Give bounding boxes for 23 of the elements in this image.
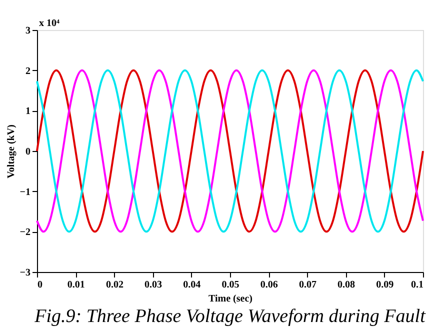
- line-series: [36, 69, 424, 233]
- x-tick-label: 0: [38, 280, 42, 290]
- x-tick-label: 0.09: [376, 280, 394, 290]
- x-tick-label: 0.01: [67, 280, 85, 290]
- y-tick-label: 1: [26, 106, 30, 118]
- y-axis-title: Voltage (kV): [6, 124, 17, 178]
- y-tick-label: −1: [20, 186, 30, 198]
- x-tick-label: 0.05: [222, 280, 240, 290]
- x-tick-label: 0.1: [411, 280, 424, 290]
- x-tick-label: 0.08: [338, 280, 356, 290]
- y-tick-label: 2: [26, 66, 30, 77]
- y-tick-label: 0: [26, 146, 30, 158]
- x-tick-label: 0.06: [260, 280, 278, 290]
- y-tick-label: −3: [20, 268, 30, 278]
- x-tick-label: 0.02: [106, 280, 124, 290]
- x-tick-label: 0.03: [144, 280, 162, 290]
- text: x 10⁴: [39, 18, 60, 29]
- text: Fig.9: Three Phase Voltage Waveform during Fault: [34, 306, 426, 327]
- x-axis-title: Time (sec): [208, 294, 252, 304]
- y-tick-label: 3: [26, 26, 30, 36]
- y-tick-label: −2: [20, 227, 30, 238]
- x-tick-label: 0.04: [183, 280, 201, 290]
- x-tick-label: 0.07: [298, 280, 316, 290]
